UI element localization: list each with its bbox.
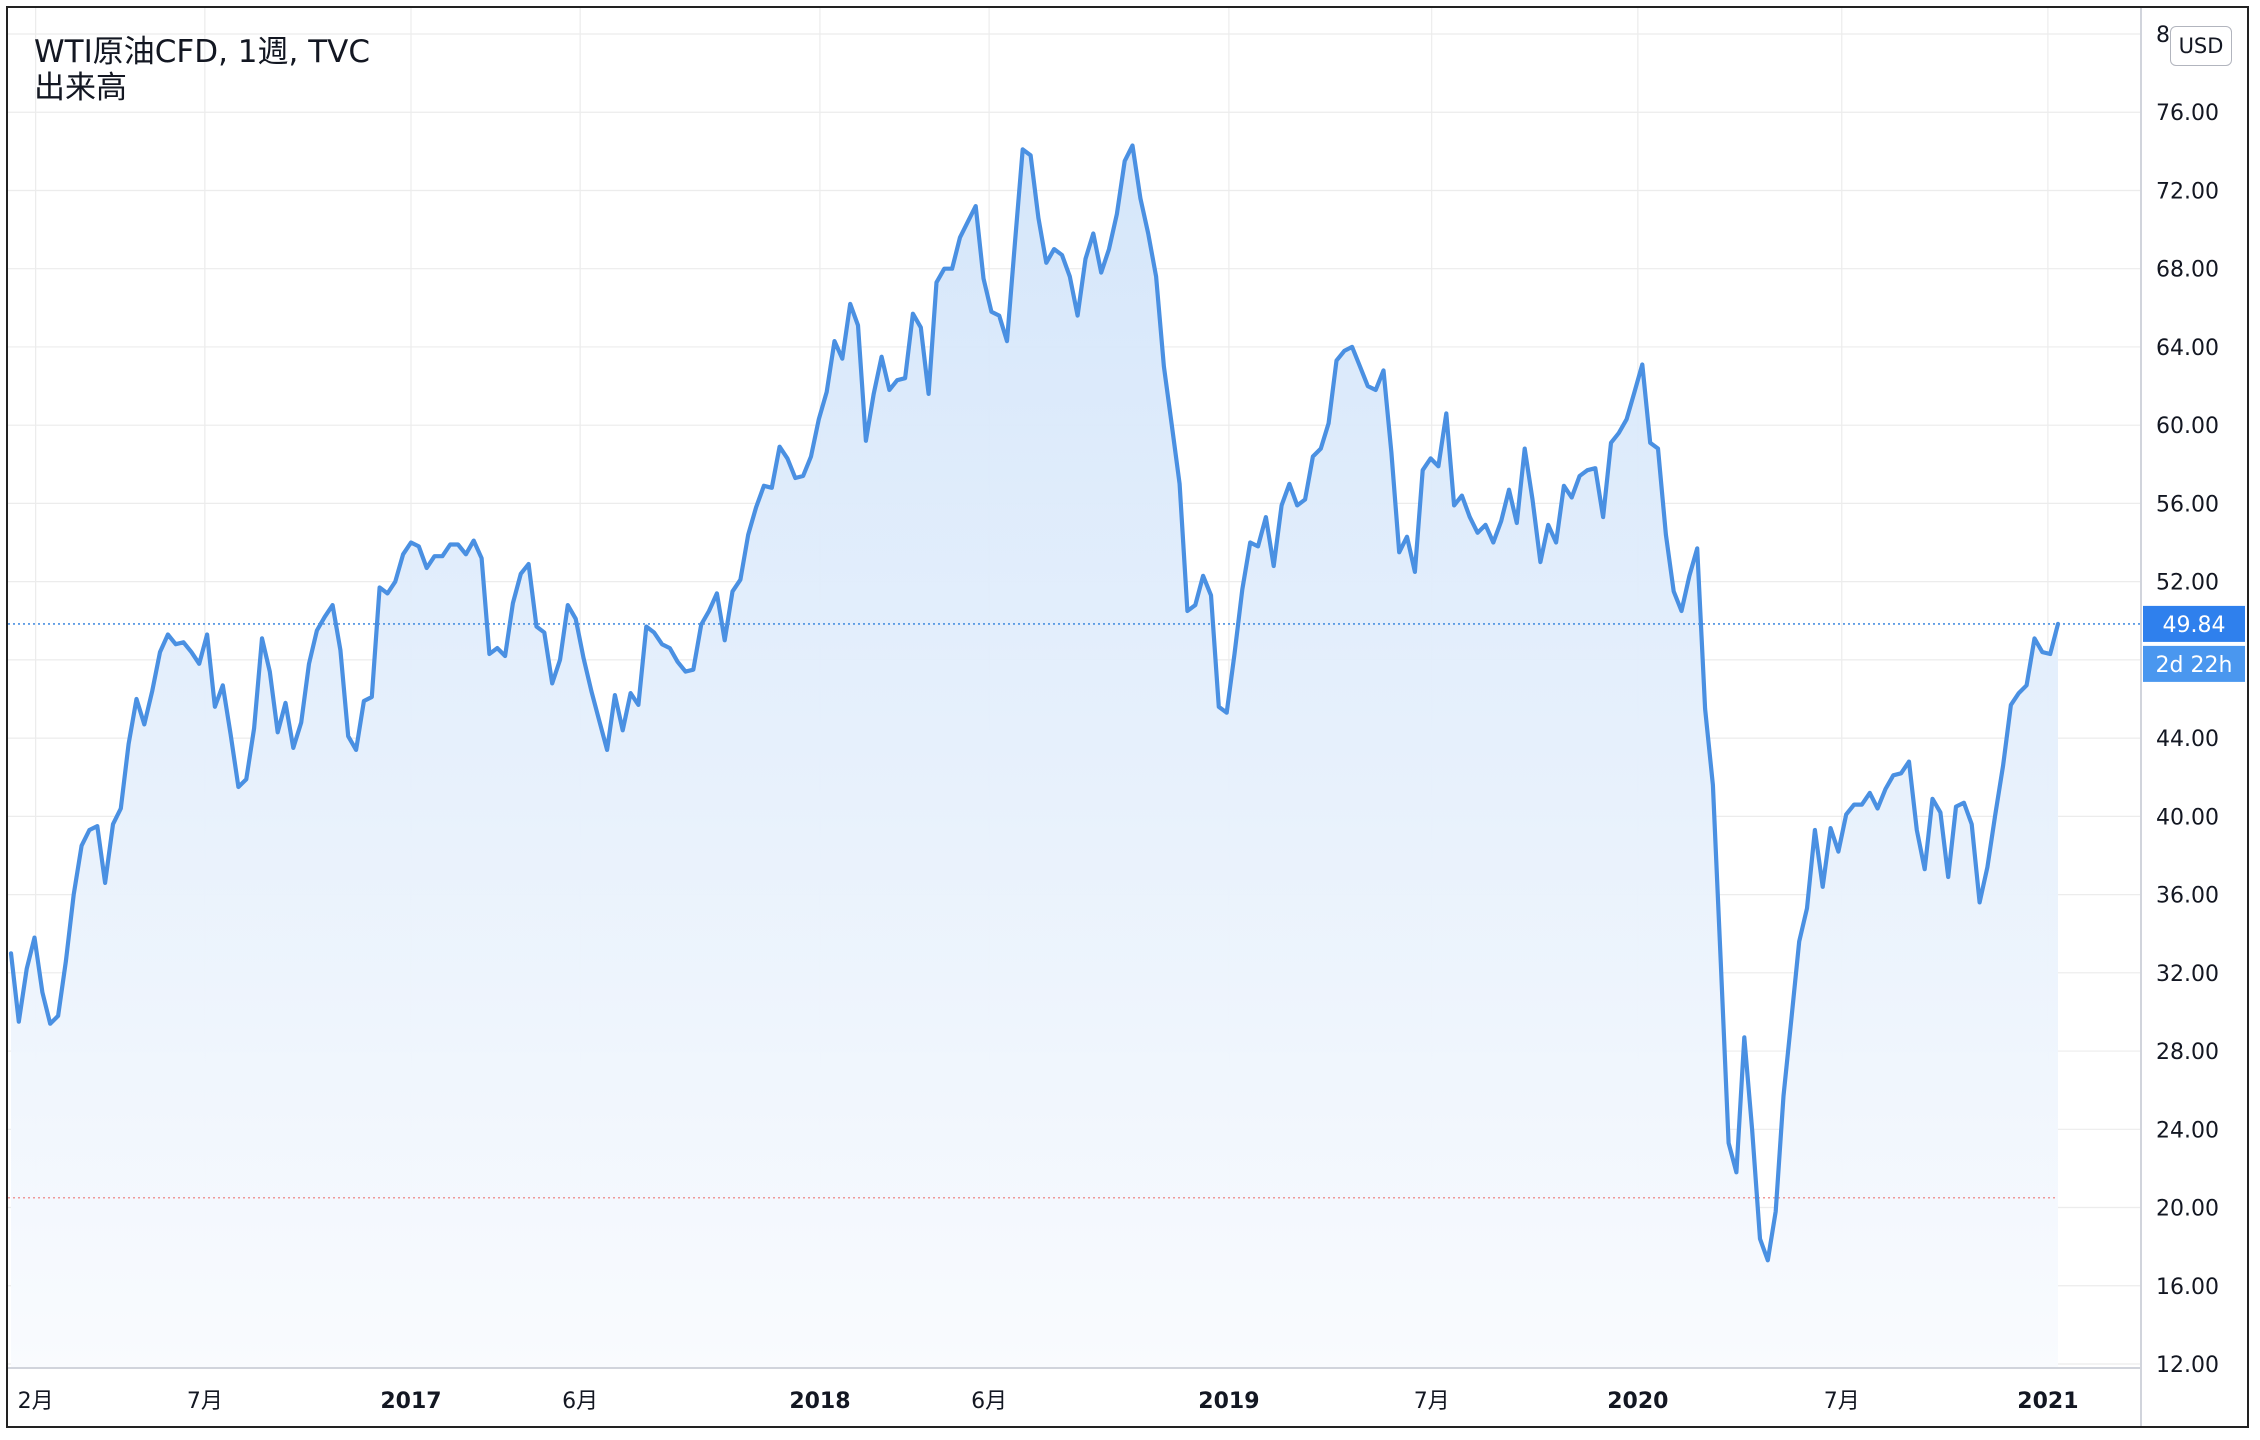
bar-countdown-value: 2d 22h <box>2156 653 2233 678</box>
y-tick-label: 76.00 <box>2156 101 2219 126</box>
y-tick-label: 20.00 <box>2156 1197 2219 1222</box>
y-tick-label: 28.00 <box>2156 1040 2219 1065</box>
price-chart[interactable]: 12.00 16.00 20.00 24.00 28.00 32.00 36.00 40.00… <box>8 8 2247 1426</box>
y-tick-label: 60.00 <box>2156 414 2219 439</box>
y-tick-label: 68.00 <box>2156 258 2219 283</box>
last-price-tag <box>2143 605 2245 642</box>
x-tick-label: 6月 <box>971 1389 1007 1414</box>
x-tick-label: 2020 <box>1607 1389 1668 1414</box>
countdown-tag <box>2143 645 2245 682</box>
x-tick-label: 2017 <box>380 1389 441 1414</box>
x-tick-label: 2021 <box>2017 1389 2078 1414</box>
currency-button[interactable]: USD <box>2170 26 2232 66</box>
y-tick-label: 52.00 <box>2156 571 2219 596</box>
x-tick-label: 7月 <box>187 1389 223 1414</box>
y-tick-label: 12.00 <box>2156 1353 2219 1378</box>
x-tick-label: 2月 <box>18 1389 54 1414</box>
y-tick-label: 44.00 <box>2156 727 2219 752</box>
y-tick-label: 72.00 <box>2156 179 2219 204</box>
x-tick-label: 7月 <box>1414 1389 1450 1414</box>
symbol-title: WTI原油CFD, 1週, TVC <box>34 34 371 70</box>
x-tick-label: 2018 <box>789 1389 850 1414</box>
y-tick-label: 40.00 <box>2156 805 2219 830</box>
price-axis[interactable]: 12.00 16.00 20.00 24.00 28.00 32.00 36.00 40.00… <box>2156 23 2219 1378</box>
x-tick-label: 2019 <box>1198 1389 1259 1414</box>
y-tick-label: 36.00 <box>2156 884 2219 909</box>
y-tick-label: 64.00 <box>2156 336 2219 361</box>
y-tick-label: 16.00 <box>2156 1275 2219 1300</box>
volume-indicator-label: 出来高 <box>34 70 127 106</box>
price-tags: 49.84 2d 22h <box>2143 605 2245 682</box>
x-tick-label: 7月 <box>1824 1389 1860 1414</box>
area-path <box>11 145 2058 1368</box>
chart-frame: 12.00 16.00 20.00 24.00 28.00 32.00 36.00 40.00… <box>6 6 2249 1428</box>
x-tick-label: 6月 <box>562 1389 598 1414</box>
price-line <box>8 143 2061 1263</box>
last-price-value: 49.84 <box>2163 613 2226 638</box>
y-tick-label: 8 <box>2156 23 2170 48</box>
time-axis[interactable]: 2月 7月 2017 6月 2018 6月 2019 7月 2020 7月 2021 <box>18 1389 2079 1414</box>
area-fill <box>11 145 2058 1368</box>
price-series <box>8 143 2141 1263</box>
y-tick-label: 56.00 <box>2156 492 2219 517</box>
y-tick-label: 32.00 <box>2156 962 2219 987</box>
y-tick-label: 24.00 <box>2156 1118 2219 1143</box>
